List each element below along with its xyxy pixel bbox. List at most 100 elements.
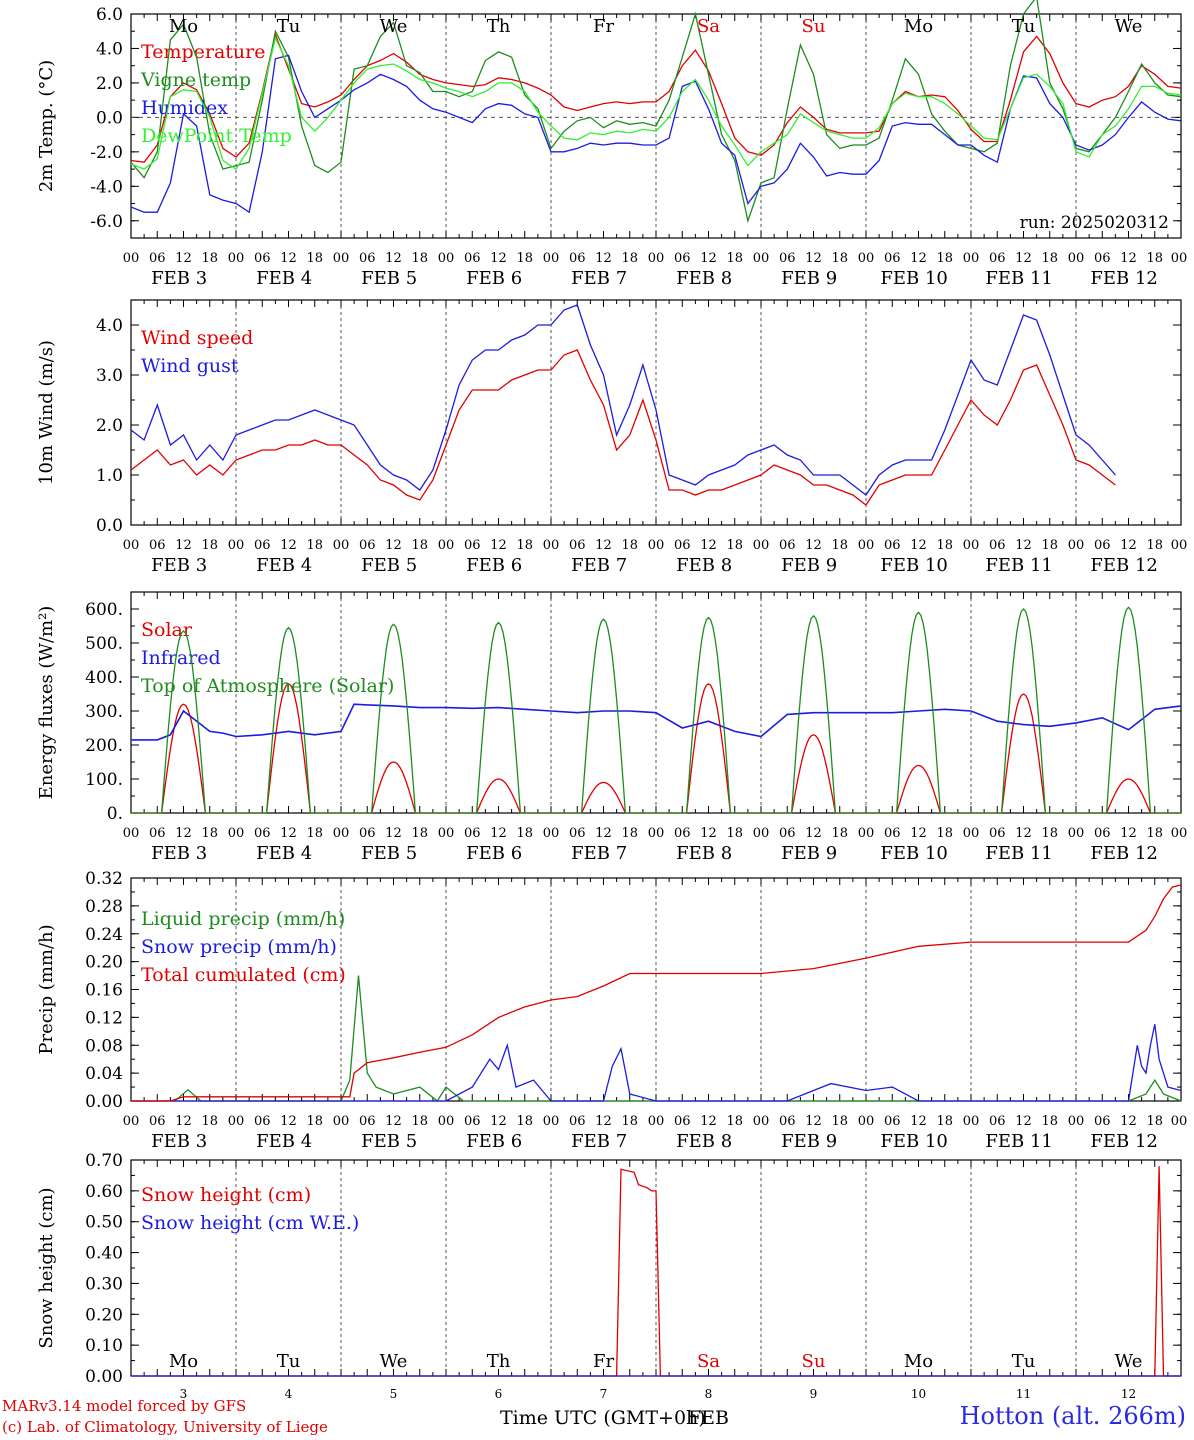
hour-label: 18 bbox=[726, 538, 743, 553]
day-name: Tu bbox=[1012, 16, 1036, 37]
series-line-vigne-temp bbox=[130, 0, 1182, 224]
series-line-total-cumulated-cm- bbox=[131, 884, 1182, 1102]
hour-label: 00 bbox=[543, 826, 560, 841]
day-name: We bbox=[380, 16, 408, 37]
day-number: 9 bbox=[810, 1387, 818, 1401]
series-line-snow-precip-mm-h- bbox=[131, 1024, 1182, 1102]
hour-label: 00 bbox=[543, 1114, 560, 1129]
hour-label: 06 bbox=[674, 1114, 691, 1129]
day-name: Tu bbox=[1012, 1351, 1036, 1372]
date-label: FEB 8 bbox=[676, 1131, 732, 1152]
y-tick-label: 4.0 bbox=[96, 39, 123, 59]
date-label: FEB 12 bbox=[1090, 555, 1157, 576]
hour-label: 18 bbox=[201, 251, 218, 266]
hour-label: 00 bbox=[123, 538, 140, 553]
hour-label: 00 bbox=[123, 826, 140, 841]
day-name: Su bbox=[802, 16, 826, 37]
hour-label: 00 bbox=[123, 1114, 140, 1129]
hour-label: 00 bbox=[438, 1114, 455, 1129]
date-label: FEB 9 bbox=[781, 268, 837, 289]
date-label: FEB 6 bbox=[466, 555, 522, 576]
hour-label: 18 bbox=[516, 826, 533, 841]
hour-label: 18 bbox=[621, 251, 638, 266]
hour-label: 18 bbox=[726, 826, 743, 841]
series-line-humidex bbox=[130, 54, 1182, 214]
legend-entry: Top of Atmosphere (Solar) bbox=[141, 675, 394, 697]
hour-label: 12 bbox=[910, 1114, 927, 1129]
y-tick-label: 0.70 bbox=[85, 1151, 123, 1171]
day-name: Mo bbox=[904, 1351, 933, 1372]
y-tick-label: 1.0 bbox=[96, 466, 123, 486]
legend-entry: Total cumulated (cm) bbox=[141, 964, 346, 986]
hour-label: 06 bbox=[989, 826, 1006, 841]
hour-label: 12 bbox=[385, 251, 402, 266]
hour-label: 06 bbox=[1094, 826, 1111, 841]
y-tick-label: 0.20 bbox=[85, 1305, 123, 1325]
day-name: Mo bbox=[169, 16, 198, 37]
y-tick-label: 3.0 bbox=[96, 366, 123, 386]
day-name: We bbox=[1115, 1351, 1143, 1372]
legend-entry: Infrared bbox=[141, 647, 221, 669]
date-label: FEB 5 bbox=[361, 1131, 417, 1152]
hour-label: 06 bbox=[359, 251, 376, 266]
hour-label: 12 bbox=[595, 1114, 612, 1129]
hour-label: 18 bbox=[306, 826, 323, 841]
series-line-top-of-atmosphere-solar- bbox=[131, 606, 1181, 814]
hour-label: 12 bbox=[700, 538, 717, 553]
y-tick-label: 300. bbox=[85, 702, 123, 722]
y-tick-label: 600. bbox=[85, 600, 123, 620]
hour-label: 06 bbox=[884, 1114, 901, 1129]
hour-label: 00 bbox=[1171, 1114, 1188, 1129]
date-label: FEB 11 bbox=[985, 843, 1052, 864]
hour-label: 18 bbox=[411, 251, 428, 266]
hour-label: 00 bbox=[858, 251, 875, 266]
hour-label: 00 bbox=[858, 538, 875, 553]
date-label: FEB 7 bbox=[571, 268, 627, 289]
hour-label: 06 bbox=[359, 538, 376, 553]
y-tick-label: -4.0 bbox=[90, 177, 123, 197]
hour-label: 00 bbox=[753, 1114, 770, 1129]
series-line-wind-speed bbox=[130, 349, 1116, 506]
date-label: FEB 10 bbox=[880, 268, 947, 289]
hour-label: 12 bbox=[385, 1114, 402, 1129]
date-label: FEB 5 bbox=[361, 555, 417, 576]
hour-label: 06 bbox=[359, 1114, 376, 1129]
y-axis-label: Precip (mm/h) bbox=[36, 924, 57, 1054]
hour-label: 06 bbox=[254, 826, 271, 841]
hour-label: 18 bbox=[306, 1114, 323, 1129]
hour-label: 00 bbox=[228, 538, 245, 553]
hour-label: 18 bbox=[621, 826, 638, 841]
hour-label: 12 bbox=[280, 1114, 297, 1129]
hour-label: 06 bbox=[569, 1114, 586, 1129]
hour-label: 12 bbox=[490, 826, 507, 841]
hour-label: 18 bbox=[1146, 251, 1163, 266]
hour-label: 00 bbox=[1171, 826, 1188, 841]
hour-label: 12 bbox=[910, 826, 927, 841]
hour-label: 12 bbox=[490, 1114, 507, 1129]
hour-label: 06 bbox=[779, 826, 796, 841]
hour-label: 12 bbox=[175, 826, 192, 841]
day-name: We bbox=[1115, 16, 1143, 37]
hour-label: 18 bbox=[516, 251, 533, 266]
hour-label: 00 bbox=[753, 826, 770, 841]
hour-label: 00 bbox=[438, 251, 455, 266]
hour-label: 06 bbox=[569, 538, 586, 553]
y-tick-label: 400. bbox=[85, 668, 123, 688]
legend-entry: Vigne temp bbox=[140, 69, 251, 91]
hour-label: 06 bbox=[989, 538, 1006, 553]
hour-label: 18 bbox=[831, 1114, 848, 1129]
y-tick-label: -6.0 bbox=[90, 212, 123, 232]
hour-label: 00 bbox=[963, 1114, 980, 1129]
hour-label: 12 bbox=[1015, 538, 1032, 553]
hour-label: 00 bbox=[333, 826, 350, 841]
hour-label: 12 bbox=[805, 1114, 822, 1129]
y-tick-label: 0.0 bbox=[96, 516, 123, 536]
hour-label: 12 bbox=[280, 251, 297, 266]
hour-label: 18 bbox=[726, 1114, 743, 1129]
day-number: 12 bbox=[1121, 1387, 1136, 1401]
hour-label: 00 bbox=[1171, 538, 1188, 553]
legend-entry: Wind speed bbox=[141, 327, 253, 349]
hour-label: 18 bbox=[201, 826, 218, 841]
date-label: FEB 10 bbox=[880, 1131, 947, 1152]
